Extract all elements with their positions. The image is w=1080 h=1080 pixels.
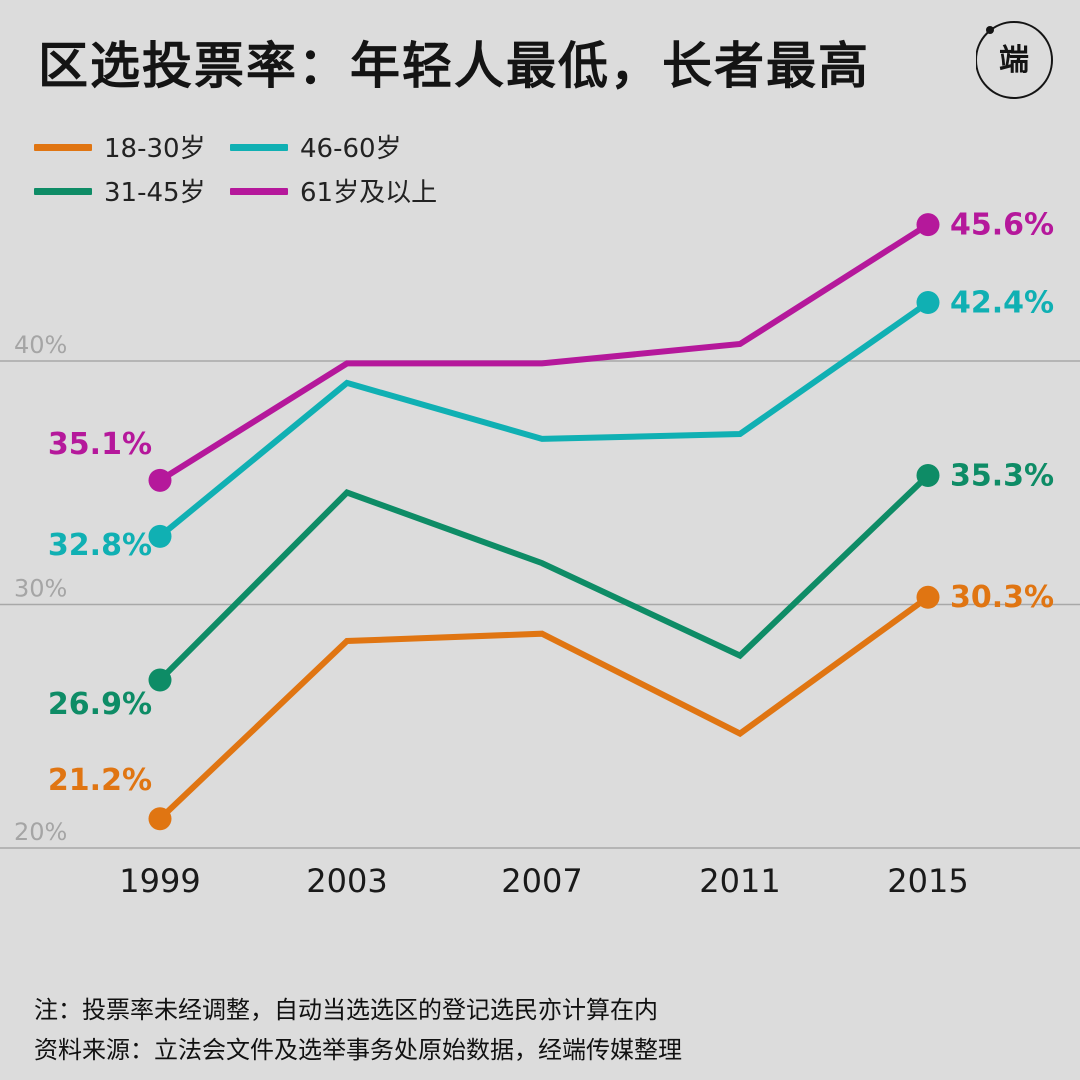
series-line — [158, 300, 930, 539]
x-tick-label: 2003 — [306, 862, 387, 900]
series-line — [157, 594, 930, 821]
data-label: 21.2% — [48, 763, 152, 798]
x-tick-label: 1999 — [119, 862, 200, 900]
data-point — [916, 463, 940, 487]
data-point — [916, 291, 940, 315]
data-point — [916, 213, 940, 237]
x-tick-label: 2015 — [887, 862, 968, 900]
data-label: 26.9% — [48, 687, 152, 722]
initium-media-logo-icon: 端 — [976, 21, 1053, 99]
series-line — [158, 222, 930, 483]
chart-title: 区选投票率：年轻人最低，长者最高 — [38, 37, 870, 95]
data-point — [148, 807, 172, 831]
data-point — [148, 524, 172, 548]
data-label: 32.8% — [48, 528, 152, 563]
y-tick-label: 40% — [14, 331, 67, 359]
y-tick-label: 20% — [14, 818, 67, 846]
data-label: 42.4% — [950, 286, 1054, 321]
footnote: 注：投票率未经调整，自动当选选区的登记选民亦计算在内 — [34, 996, 658, 1024]
x-tick-label: 2007 — [501, 862, 582, 900]
source-note: 资料来源：立法会文件及选举事务处原始数据，经端传媒整理 — [34, 1036, 682, 1064]
x-tick-label: 2011 — [699, 862, 780, 900]
legend-label: 31-45岁 — [104, 178, 206, 208]
series-line — [157, 473, 931, 683]
data-label: 30.3% — [950, 580, 1054, 615]
data-label: 35.1% — [48, 427, 152, 462]
data-label: 35.3% — [950, 458, 1054, 493]
legend-swatch — [34, 188, 92, 195]
y-tick-label: 30% — [14, 575, 67, 603]
data-point — [148, 468, 172, 492]
line-chart: 20% 30% 40% 1999 2003 2007 2011 2015 21.2% 30.3% 2… — [0, 208, 1080, 900]
data-point — [148, 668, 172, 692]
logo-glyph: 端 — [999, 43, 1029, 78]
legend-label: 46-60岁 — [300, 134, 402, 164]
legend-label: 61岁及以上 — [300, 178, 438, 208]
legend-swatch — [34, 144, 92, 151]
legend-label: 18-30岁 — [104, 134, 206, 164]
data-point — [916, 585, 940, 609]
legend-swatch — [230, 144, 288, 151]
legend-swatch — [230, 188, 288, 195]
data-label: 45.6% — [950, 208, 1054, 243]
